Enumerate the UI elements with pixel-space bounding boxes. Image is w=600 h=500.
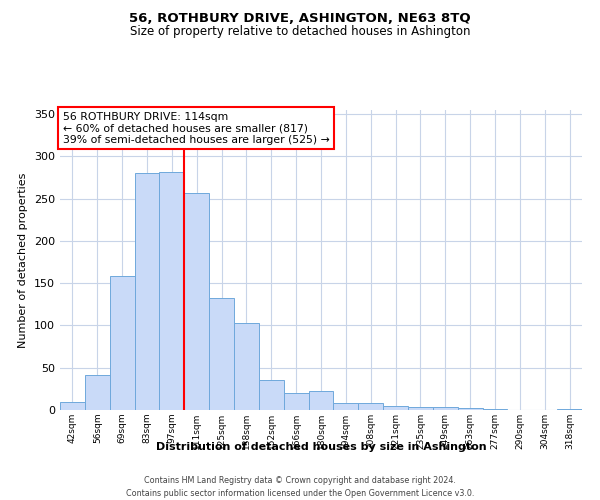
Y-axis label: Number of detached properties: Number of detached properties [19, 172, 28, 348]
Bar [482, 409, 508, 410]
Bar [134, 172, 160, 410]
Bar [458, 408, 482, 410]
Bar [308, 392, 334, 410]
Bar [358, 403, 383, 410]
Text: Contains HM Land Registry data © Crown copyright and database right 2024.
Contai: Contains HM Land Registry data © Crown c… [126, 476, 474, 498]
Text: 56 ROTHBURY DRIVE: 114sqm
← 60% of detached houses are smaller (817)
39% of semi: 56 ROTHBURY DRIVE: 114sqm ← 60% of detac… [62, 112, 329, 144]
Bar [160, 172, 184, 410]
Bar [557, 409, 582, 410]
Bar [209, 298, 234, 410]
Bar [284, 393, 308, 410]
Bar [259, 380, 284, 410]
Bar [60, 402, 85, 410]
Bar [383, 406, 408, 410]
Bar [334, 403, 358, 410]
Bar [184, 193, 209, 410]
Text: 56, ROTHBURY DRIVE, ASHINGTON, NE63 8TQ: 56, ROTHBURY DRIVE, ASHINGTON, NE63 8TQ [129, 12, 471, 26]
Bar [85, 376, 110, 410]
Bar [433, 408, 458, 410]
Bar [234, 323, 259, 410]
Bar [408, 408, 433, 410]
Text: Size of property relative to detached houses in Ashington: Size of property relative to detached ho… [130, 25, 470, 38]
Bar [110, 276, 134, 410]
Text: Distribution of detached houses by size in Ashington: Distribution of detached houses by size … [155, 442, 487, 452]
